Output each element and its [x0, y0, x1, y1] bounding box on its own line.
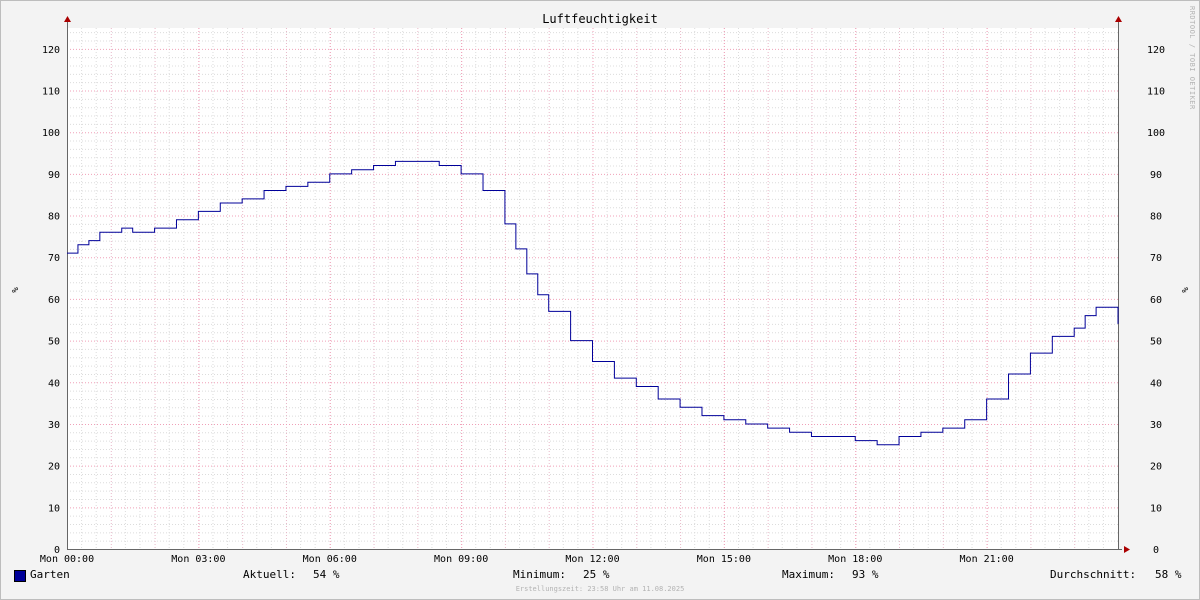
y-tick-label-right: 0: [1153, 545, 1159, 556]
y-axis-unit-right: %: [1179, 287, 1189, 293]
x-tick-label: Mon 15:00: [697, 554, 751, 565]
y-axis-right-arrow: [1115, 16, 1122, 22]
legend-min-value: 25 %: [583, 568, 610, 581]
series-color-swatch: [14, 570, 26, 582]
legend-current-label: Aktuell:: [243, 568, 296, 581]
x-tick-label: Mon 00:00: [40, 554, 94, 565]
creation-timestamp: Erstellungszeit: 23:58 Uhr am 11.08.2025: [515, 585, 685, 593]
y-axis-left-arrow: [64, 16, 71, 22]
y-tick-label-left: 0: [54, 545, 60, 556]
legend-avg-value: 58 %: [1155, 568, 1182, 581]
y-tick-label-right: 60: [1150, 295, 1162, 306]
legend-series-name: Garten: [30, 568, 70, 581]
y-tick-label-right: 100: [1147, 128, 1165, 139]
y-tick-label-right: 120: [1147, 45, 1165, 56]
y-tick-label-right: 30: [1150, 420, 1162, 431]
legend: Garten Aktuell: 54 % Minimum: 25 % Maxim…: [0, 568, 1200, 584]
x-tick-label: Mon 03:00: [171, 554, 225, 565]
y-tick-label-right: 50: [1150, 337, 1162, 348]
x-tick-label: Mon 21:00: [960, 554, 1014, 565]
y-tick-label-left: 10: [48, 503, 60, 514]
y-tick-label-right: 70: [1150, 253, 1162, 264]
y-tick-label-left: 80: [48, 212, 60, 223]
y-tick-label-left: 110: [42, 87, 60, 98]
x-tick-label: Mon 12:00: [565, 554, 619, 565]
series-line-garten: [67, 160, 1119, 446]
y-tick-label-left: 60: [48, 295, 60, 306]
y-tick-label-left: 100: [42, 128, 60, 139]
y-tick-label-right: 20: [1150, 462, 1162, 473]
y-tick-label-right: 90: [1150, 170, 1162, 181]
y-tick-label-left: 20: [48, 462, 60, 473]
legend-current-value: 54 %: [313, 568, 340, 581]
y-tick-label-right: 10: [1150, 503, 1162, 514]
y-tick-label-left: 40: [48, 378, 60, 389]
chart-title: Luftfeuchtigkeit: [542, 12, 658, 26]
y-tick-label-right: 40: [1150, 378, 1162, 389]
y-tick-label-left: 90: [48, 170, 60, 181]
x-tick-label: Mon 06:00: [303, 554, 357, 565]
x-axis-arrow: [1124, 546, 1130, 553]
legend-min-label: Minimum:: [513, 568, 566, 581]
y-tick-label-right: 110: [1147, 87, 1165, 98]
y-tick-label-left: 70: [48, 253, 60, 264]
x-tick-label: Mon 18:00: [828, 554, 882, 565]
x-tick-label: Mon 09:00: [434, 554, 488, 565]
y-tick-label-left: 120: [42, 45, 60, 56]
y-tick-label-left: 50: [48, 337, 60, 348]
legend-max-label: Maximum:: [782, 568, 835, 581]
rrdtool-watermark: RRDTOOL / TOBI OETIKER: [1188, 6, 1196, 110]
y-tick-label-right: 80: [1150, 212, 1162, 223]
plot-background: [67, 28, 1118, 549]
y-axis-unit-left: %: [9, 287, 19, 293]
legend-max-value: 93 %: [852, 568, 879, 581]
plot-area: 0 0 10 10 20 20 30 30 40 40 50 50 60 60 70 70 80 80 90 90 10…: [9, 16, 1189, 565]
legend-avg-label: Durchschnitt:: [1050, 568, 1137, 581]
y-tick-label-left: 30: [48, 420, 60, 431]
